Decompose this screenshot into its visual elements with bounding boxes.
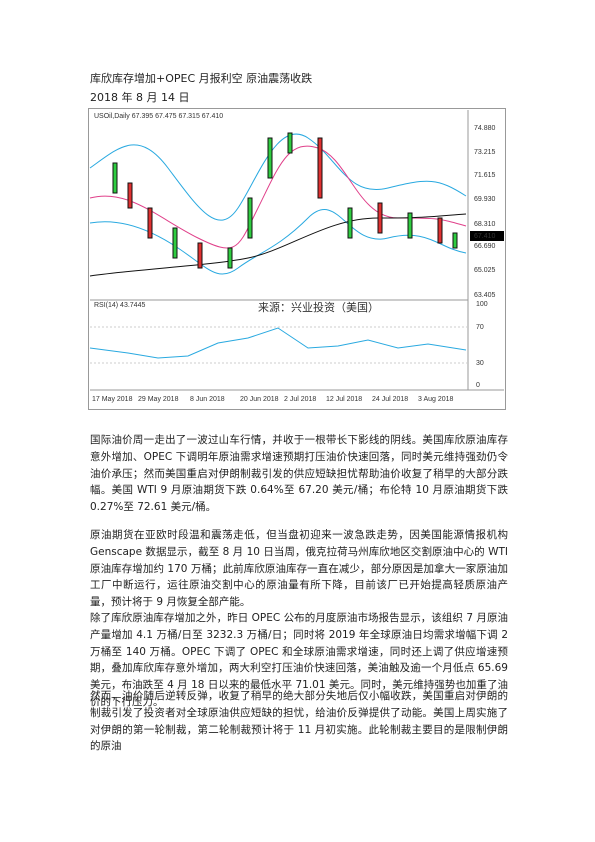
frame [88, 108, 506, 410]
rsi-tick-label: 70 [476, 324, 484, 331]
paragraph: 原油期货在亚欧时段温和震荡走低，但当盘初迎来一波急跌走势，因美国能源情报机构 G… [90, 529, 508, 609]
rsi-tick-label: 0 [476, 382, 480, 389]
date-label: 8 Jun 2018 [190, 396, 225, 403]
price-tick-label: 65.025 [474, 267, 496, 274]
date-label: 29 May 2018 [138, 396, 179, 403]
price-tick-label: 71.615 [474, 172, 496, 179]
price-tick-label: 74.880 [474, 125, 496, 132]
paragraph: 国际油价周一走出了一波过山车行情，并收于一根带长下影线的阴线。美国库欣原油库存意… [90, 434, 508, 514]
rsi-label: RSI(14) 43.7445 [94, 302, 145, 309]
date-label: 17 May 2018 [92, 396, 133, 403]
price-tick-label: 67.410 [474, 233, 496, 240]
price-marker [470, 231, 504, 241]
paragraph: 然而，油价随后逆转反弹，收复了稍早的绝大部分失地后仅小幅收跌，美国重启对伊朗的制… [90, 690, 508, 753]
rsi-line [89, 327, 467, 359]
candles [112, 132, 458, 269]
band-lower [89, 209, 467, 275]
price-tick-label: 66.690 [474, 243, 496, 250]
date-label: 20 Jun 2018 [240, 396, 279, 403]
price-tick-label: 63.405 [474, 292, 496, 299]
date-label: 24 Jul 2018 [372, 396, 408, 403]
price-tick-label: 68.310 [474, 221, 496, 228]
band-upper [89, 133, 467, 221]
date-label: 2 Jul 2018 [284, 396, 316, 403]
date-label: 3 Aug 2018 [418, 396, 454, 403]
moving-average-long [89, 213, 467, 277]
rsi-tick-label: 100 [476, 301, 488, 308]
price-tick-label: 73.215 [474, 149, 496, 156]
title: 库欣库存增加+OPEC 月报利空 原油震荡收跌 [90, 72, 313, 85]
legend: USOil,Daily 67.395 67.475 67.315 67.410 [94, 113, 223, 120]
watermark: 来源：兴业投资（美国） [258, 300, 379, 314]
date-label: 12 Jul 2018 [326, 396, 362, 403]
price-tick-label: 69.930 [474, 196, 496, 203]
rsi-tick-label: 30 [476, 360, 484, 367]
paragraph: 除了库欣原油库存增加之外，昨日 OPEC 公布的月度原油市场报告显示，该组织 7… [90, 612, 508, 708]
chart-figure: USOil,Daily 67.395 67.475 67.315 67.410 … [88, 108, 506, 410]
date: 2018 年 8 月 14 日 [90, 91, 190, 104]
